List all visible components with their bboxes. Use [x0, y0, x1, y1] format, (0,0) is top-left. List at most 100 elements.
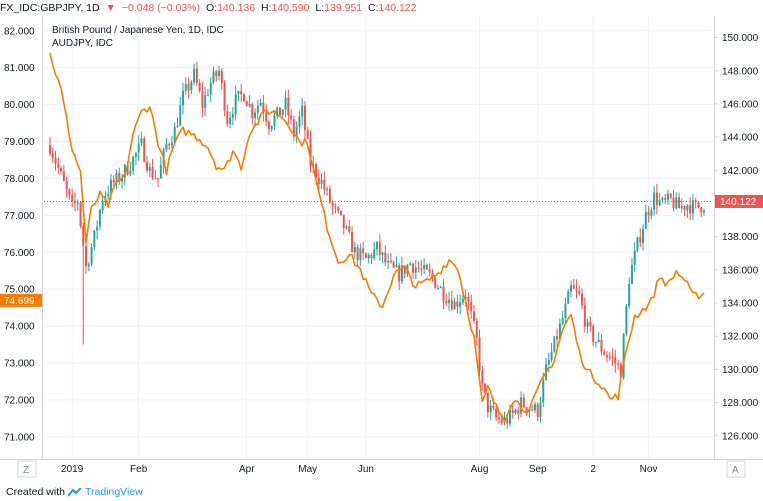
candle: [686, 204, 689, 218]
candle: [400, 256, 403, 285]
left-last-value-badge: 74.699: [0, 293, 42, 307]
candle: [334, 203, 337, 214]
candle-body: [680, 206, 683, 209]
candle: [664, 193, 667, 205]
candle: [459, 294, 462, 315]
candle: [284, 90, 287, 117]
candle-body: [461, 298, 464, 303]
candle-body: [533, 404, 536, 411]
candle-body: [428, 269, 431, 273]
candle-body: [686, 205, 689, 211]
candle: [348, 219, 351, 234]
candle-body: [367, 254, 370, 259]
right-tick-label: 136.000: [722, 265, 759, 276]
candle: [592, 323, 595, 347]
candle-body: [115, 172, 118, 183]
candle: [71, 188, 74, 207]
candle-body: [298, 116, 301, 127]
candle: [85, 239, 88, 275]
candle-body: [611, 356, 614, 358]
candle: [279, 107, 282, 116]
candle: [262, 95, 265, 122]
candle-body: [564, 303, 567, 319]
candle: [539, 396, 542, 423]
candle: [87, 261, 90, 272]
candle: [220, 67, 223, 91]
tradingview-link[interactable]: TradingView: [84, 486, 143, 498]
candle-body: [287, 97, 290, 116]
candle-body: [170, 142, 173, 145]
right-tick-label: 148.000: [722, 66, 759, 77]
candle-body: [245, 101, 248, 107]
time-tick-label: Nov: [640, 464, 658, 475]
time-tick-label: 2019: [61, 464, 84, 475]
candle-body: [456, 301, 459, 307]
candle-body: [572, 285, 575, 289]
right-tick-label: 150.000: [722, 33, 759, 44]
candle: [356, 244, 359, 267]
candle: [600, 334, 603, 356]
candle-body: [345, 226, 348, 229]
candle: [442, 279, 445, 310]
candle: [594, 341, 597, 348]
candle: [642, 224, 645, 251]
low-value: 139.951: [324, 2, 363, 14]
candle-body: [234, 94, 237, 115]
candle-body: [87, 264, 90, 267]
candle: [345, 224, 348, 231]
candle-body: [49, 145, 51, 154]
candle: [536, 402, 539, 422]
candle: [617, 359, 620, 371]
candle: [694, 197, 697, 209]
candle: [680, 198, 683, 213]
candle: [206, 88, 209, 97]
candle: [403, 265, 406, 279]
candle-body: [644, 211, 647, 229]
candle: [54, 150, 57, 171]
candle: [412, 262, 415, 279]
candle: [65, 176, 68, 198]
candle: [226, 104, 229, 127]
candle-body: [697, 202, 700, 208]
tradingview-logo-icon: [67, 486, 82, 497]
candle-body: [265, 112, 268, 122]
candle-body: [506, 418, 509, 424]
candle-body: [206, 94, 209, 96]
candle-body: [608, 356, 611, 358]
candle: [661, 196, 664, 204]
zoom-button[interactable]: Z: [17, 460, 37, 478]
candle-body: [583, 305, 586, 327]
candle: [669, 192, 672, 200]
candle-body: [79, 202, 82, 226]
candle: [467, 292, 470, 310]
candle: [575, 279, 578, 299]
chart-grid: [44, 16, 714, 459]
candle-body: [683, 206, 686, 211]
low-label: L:: [315, 2, 325, 14]
price-chart[interactable]: 71.000 72.000 73.000 74.000 75.000 76.000 77.0…: [0, 16, 763, 486]
candle-body: [423, 264, 426, 269]
auto-scale-button[interactable]: A: [726, 460, 746, 478]
time-axis[interactable]: 2019 Feb Apr May Jun Aug Sep 2 Nov: [61, 464, 657, 475]
symbol-label[interactable]: FX_IDC:GBPJPY, 1D: [0, 2, 100, 14]
candle: [436, 284, 439, 290]
candle: [533, 401, 536, 413]
candle: [182, 82, 185, 115]
candle-body: [334, 206, 337, 208]
candle-body: [348, 226, 351, 232]
left-tick-label: 78.000: [4, 174, 35, 185]
right-tick-label: 142.000: [722, 166, 759, 177]
candle-body: [539, 402, 542, 418]
candle-body: [575, 288, 578, 291]
candle-body: [364, 253, 367, 259]
candle-body: [678, 197, 681, 209]
candle: [417, 261, 420, 273]
candle-body: [655, 192, 658, 206]
candle: [195, 61, 198, 86]
candle-body: [51, 153, 54, 158]
candle: [439, 285, 442, 289]
right-price-axis[interactable]: 126.000 128.000 130.000 132.000 134.000 136.0…: [714, 33, 759, 442]
candle: [276, 106, 279, 120]
left-price-axis[interactable]: 71.000 72.000 73.000 74.000 75.000 76.000 77.0…: [4, 26, 35, 443]
candle: [173, 122, 176, 144]
